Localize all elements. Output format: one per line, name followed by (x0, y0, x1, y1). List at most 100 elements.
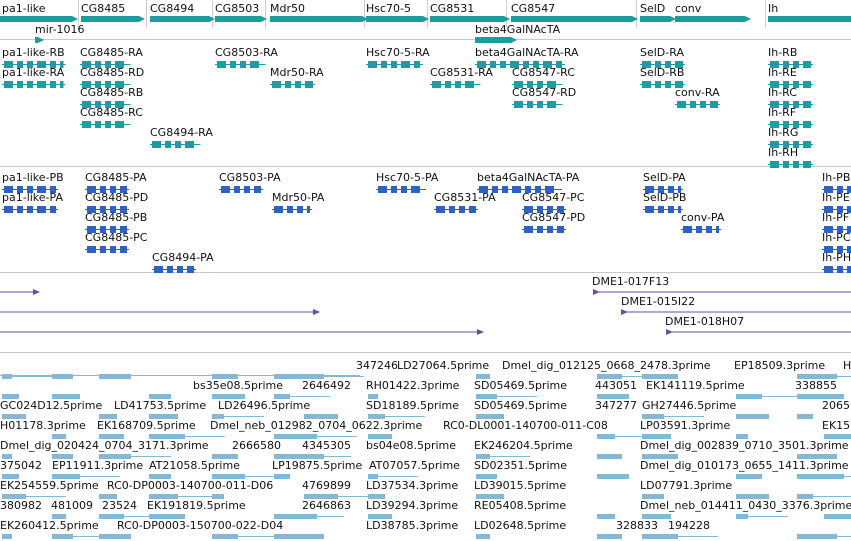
protein-feature[interactable] (152, 266, 196, 273)
protein-label: CG8485-PC (85, 231, 148, 244)
clone-label: DME1-018H07 (665, 315, 745, 328)
gene-arrow-icon[interactable] (150, 16, 215, 22)
protein-label: CG8494-PA (152, 251, 214, 264)
protein-feature[interactable] (522, 226, 566, 233)
track-separator (0, 166, 851, 167)
transcript-feature[interactable] (80, 81, 131, 88)
transcript-feature[interactable] (430, 81, 481, 88)
protein-label: CG8531-PA (434, 191, 496, 204)
protein-feature[interactable] (85, 246, 129, 253)
transcript-feature[interactable] (150, 141, 201, 148)
gene-label: CG8531 (430, 2, 475, 15)
transcript-feature[interactable] (768, 161, 813, 168)
transcript-feature[interactable] (512, 101, 563, 108)
protein-label: CG8485-PB (85, 211, 148, 224)
transcript-feature[interactable] (768, 61, 813, 68)
column-divider (146, 0, 147, 28)
protein-feature[interactable] (822, 186, 851, 193)
transcript-feature[interactable] (80, 101, 131, 108)
est-label: 2646492 (302, 379, 351, 392)
transcript-feature[interactable] (640, 81, 685, 88)
protein-feature[interactable] (822, 226, 851, 233)
transcript-feature[interactable] (366, 61, 423, 68)
protein-feature[interactable] (643, 186, 683, 193)
est-label: 347277 (595, 399, 637, 412)
protein-label: Ih-PE (822, 191, 850, 204)
transcript-label: CG8494-RA (150, 126, 213, 139)
transcript-feature[interactable] (675, 101, 720, 108)
transcript-feature[interactable] (2, 81, 66, 88)
protein-feature[interactable] (822, 266, 851, 273)
est-label: LD27064.5prime (397, 359, 490, 372)
est-label: RC0-DP0003-140700-011-D06 (107, 479, 274, 492)
clone-label: DME1-017F13 (592, 275, 670, 288)
transcript-label: Ih-RF (768, 106, 797, 119)
gene-arrow-icon[interactable] (215, 16, 267, 22)
protein-feature[interactable] (376, 186, 426, 193)
transcript-feature[interactable] (2, 61, 66, 68)
transcript-label: beta4GalNAcTA-RA (475, 46, 579, 59)
protein-feature[interactable] (643, 206, 683, 213)
gene-arrow-icon[interactable] (366, 16, 429, 22)
gene-arrow-icon[interactable] (430, 16, 510, 22)
protein-feature[interactable] (822, 246, 851, 253)
protein-label: SelD-PA (643, 171, 686, 184)
est-label: SD18189.5prime (366, 399, 459, 412)
est-label: 23524 (102, 499, 137, 512)
transcript-feature[interactable] (768, 81, 813, 88)
transcript-feature[interactable] (640, 61, 685, 68)
protein-feature[interactable] (2, 206, 58, 213)
est-label: 328833 (616, 519, 658, 532)
protein-feature[interactable] (2, 186, 58, 193)
gene-arrow-icon[interactable] (81, 16, 145, 22)
protein-feature[interactable] (219, 186, 263, 193)
gene-label: CG8494 (150, 2, 195, 15)
transcript-feature[interactable] (768, 101, 813, 108)
gene-arrow-icon[interactable] (35, 37, 44, 43)
est-label: LD37534.3prime (366, 479, 459, 492)
gene-arrow-icon[interactable] (475, 37, 517, 43)
est-label: AT07057.5prime (369, 459, 460, 472)
est-label: EK254559.5prime (0, 479, 99, 492)
protein-feature[interactable] (85, 226, 129, 233)
transcript-feature[interactable] (270, 81, 315, 88)
column-divider (506, 0, 507, 28)
transcript-label: Mdr50-RA (270, 66, 324, 79)
transcript-feature[interactable] (80, 121, 131, 128)
transcript-feature[interactable] (512, 81, 563, 88)
est-label: H (843, 359, 851, 372)
protein-feature[interactable] (822, 206, 851, 213)
transcript-feature[interactable] (768, 121, 813, 128)
protein-label: Ih-PH (822, 251, 851, 264)
protein-feature[interactable] (85, 206, 129, 213)
est-label: bs04e08.5prime (366, 439, 457, 452)
protein-label: conv-PA (681, 211, 725, 224)
protein-feature[interactable] (85, 186, 129, 193)
transcript-label: Ih-RC (768, 86, 797, 99)
protein-feature[interactable] (477, 186, 562, 193)
protein-feature[interactable] (272, 206, 312, 213)
gene-arrow-icon[interactable] (768, 16, 851, 22)
est-label: LP03591.3prime (640, 419, 731, 432)
transcript-feature[interactable] (475, 61, 565, 68)
gene-arrow-icon[interactable] (511, 16, 638, 22)
est-label: 2666580 (232, 439, 281, 452)
transcript-feature[interactable] (768, 141, 813, 148)
est-label: 375042 (0, 459, 42, 472)
transcript-feature[interactable] (215, 61, 266, 68)
gene-arrow-icon[interactable] (270, 16, 368, 22)
protein-feature[interactable] (434, 206, 478, 213)
gene-arrow-icon[interactable] (640, 16, 676, 22)
gene-arrow-icon[interactable] (0, 16, 78, 22)
gene-arrow-icon[interactable] (675, 16, 751, 22)
transcript-feature[interactable] (80, 61, 131, 68)
est-label: H01178.3prime (0, 419, 86, 432)
protein-feature[interactable] (522, 206, 566, 213)
protein-feature[interactable] (681, 226, 721, 233)
protein-label: CG8547-PD (522, 211, 586, 224)
gene-label: SelD (640, 2, 666, 15)
protein-label: Hsc70-5-PA (376, 171, 439, 184)
